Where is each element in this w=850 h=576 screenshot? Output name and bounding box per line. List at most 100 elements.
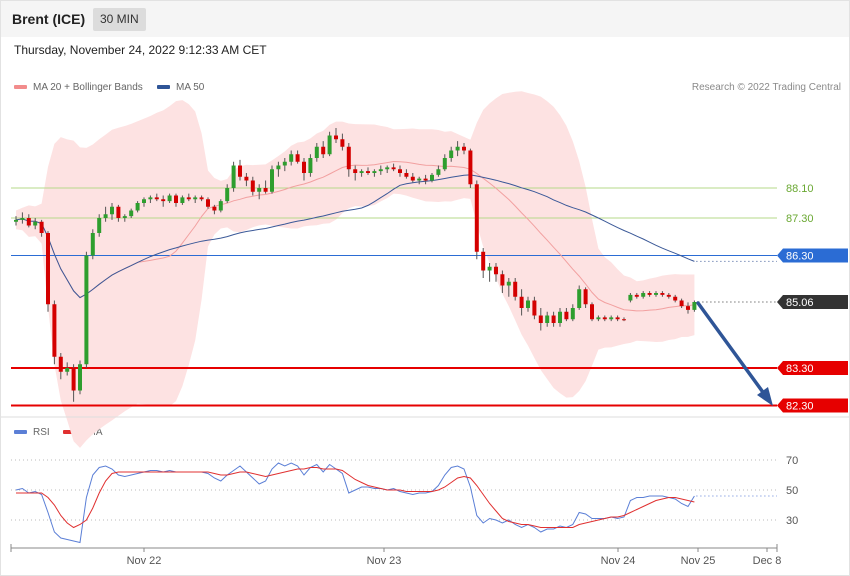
candle [423,174,428,185]
candle [212,204,217,215]
level-label-0: 88.10 [786,183,814,195]
legend-rsi-swatch [14,430,27,435]
chart-datetime: Thursday, November 24, 2022 9:12:33 AM C… [14,43,267,57]
candle [654,291,658,297]
candle [436,165,441,177]
legend-ma20-label: MA 20 + Bollinger Bands [33,82,143,93]
candle [449,146,454,162]
rsi-tick-label: 50 [786,485,798,497]
candle [468,148,473,188]
candle [391,163,396,172]
x-tick-label: Nov 24 [601,555,636,567]
candle [90,229,95,260]
candle [506,278,511,297]
ma50-line [15,174,695,299]
candle [238,159,242,181]
candle [417,176,422,185]
legend-ma50: MA 50 [157,82,204,93]
candle [116,204,121,222]
forecast-arrow [696,301,767,397]
rsi-tick-label: 70 [786,455,798,467]
symbol-title: Brent (ICE) [12,11,86,27]
candle [193,195,198,203]
candle [634,293,639,299]
legend-ma50-label: MA 50 [176,82,205,93]
candle [263,180,268,194]
candle [244,173,249,187]
candle [46,231,50,312]
candle [161,195,166,207]
candle [564,308,569,322]
candle [78,360,82,395]
candle [583,287,588,308]
candle [218,199,223,213]
candle [302,158,306,181]
legend-9ma-swatch [63,430,76,435]
candle [14,216,18,226]
candle [641,291,646,299]
x-tick-label: Nov 25 [681,555,716,567]
candle [404,169,409,179]
candle [321,141,326,158]
level-label-4: 82.30 [786,401,814,413]
candle [570,304,575,322]
candle [135,201,140,213]
candle [231,161,236,192]
candle [180,195,185,205]
candle [410,173,415,183]
candle [154,193,159,202]
candle [308,154,313,177]
candle [673,294,678,303]
bollinger-band [16,91,695,448]
candle [84,251,89,368]
candle [148,195,153,203]
candle [257,184,262,200]
candle [551,311,556,327]
candle [398,165,402,177]
forecast-arrowhead [757,387,773,406]
candle [282,158,287,172]
research-credit: Research © 2022 Trading Central [691,82,841,93]
candle [558,308,562,327]
level-label-1: 87.30 [786,213,814,225]
legend-rsi-label: RSI [33,427,50,438]
candle [225,184,230,203]
candle [462,143,466,155]
candle [276,161,281,177]
candle [622,317,626,322]
last-price-label: 85.06 [786,297,814,309]
candle [532,296,537,320]
level-tag-2 [777,248,848,263]
candle [58,353,63,380]
candle [494,263,498,282]
candle [122,214,127,222]
candle [250,176,255,196]
candle [71,364,76,402]
level-tag-3 [777,361,848,375]
x-tick-label: Nov 22 [127,555,162,567]
legend-ma20: MA 20 + Bollinger Bands [14,82,143,93]
candle [26,214,31,228]
candle [33,218,38,230]
candle [97,214,102,237]
candle [174,193,178,207]
candle [20,212,25,224]
legend-ma50-swatch [157,85,170,90]
candle [167,193,172,203]
candle [590,302,594,322]
candle [52,300,57,365]
candle [628,293,633,303]
candle [314,143,319,162]
candle [366,167,370,175]
candle [545,311,550,327]
x-tick-label: Nov 23 [367,555,402,567]
candle [596,315,601,322]
candle [602,315,607,322]
timeframe-button[interactable]: 30 MIN [93,8,146,31]
legend-rsi: RSI [14,427,50,438]
candle [372,169,377,177]
candle [270,165,274,194]
candle [353,165,358,181]
